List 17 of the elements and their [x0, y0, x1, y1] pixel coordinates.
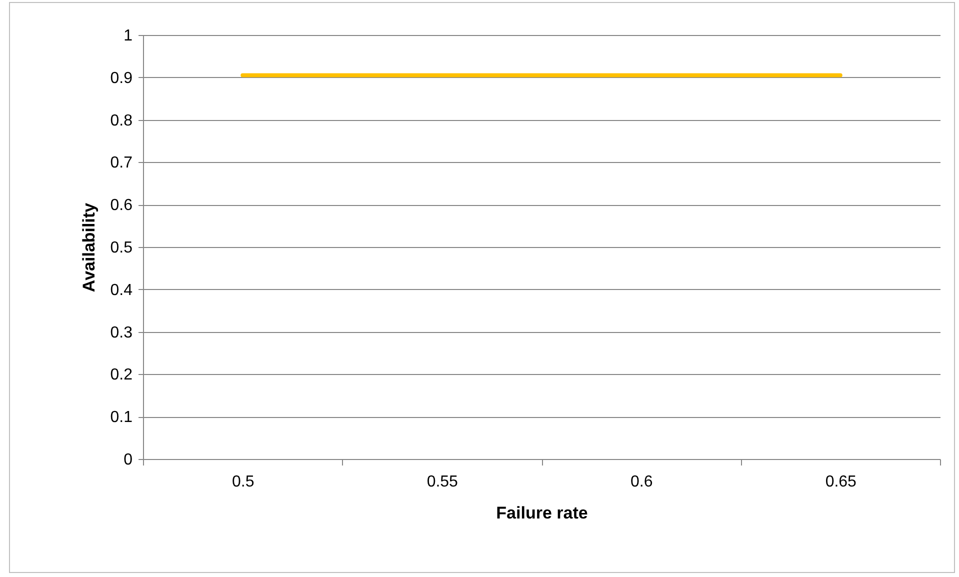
x-axis-title: Failure rate [496, 504, 588, 522]
y-axis-title: Availability [79, 202, 98, 292]
x-tick-label: 0.6 [630, 474, 653, 490]
y-tick-label: 0.9 [110, 70, 133, 87]
y-tick-label: 0.4 [110, 282, 133, 299]
y-tick-label: 0.8 [110, 112, 133, 130]
y-tick-label: 0.7 [110, 154, 133, 172]
y-tick-label: 1 [124, 28, 133, 44]
y-tick-label: 0.2 [110, 366, 133, 384]
x-tick-label: 0.65 [825, 474, 857, 490]
x-tick-label: 0.5 [232, 474, 254, 490]
y-tick-label: 0.6 [110, 197, 133, 214]
x-tick-label: 0.55 [426, 474, 458, 490]
y-tick-label: 0.3 [110, 324, 133, 342]
y-tick-label: 0.5 [110, 240, 133, 256]
y-tick-label: 0.1 [110, 409, 133, 426]
y-tick-label: 0 [124, 452, 133, 468]
